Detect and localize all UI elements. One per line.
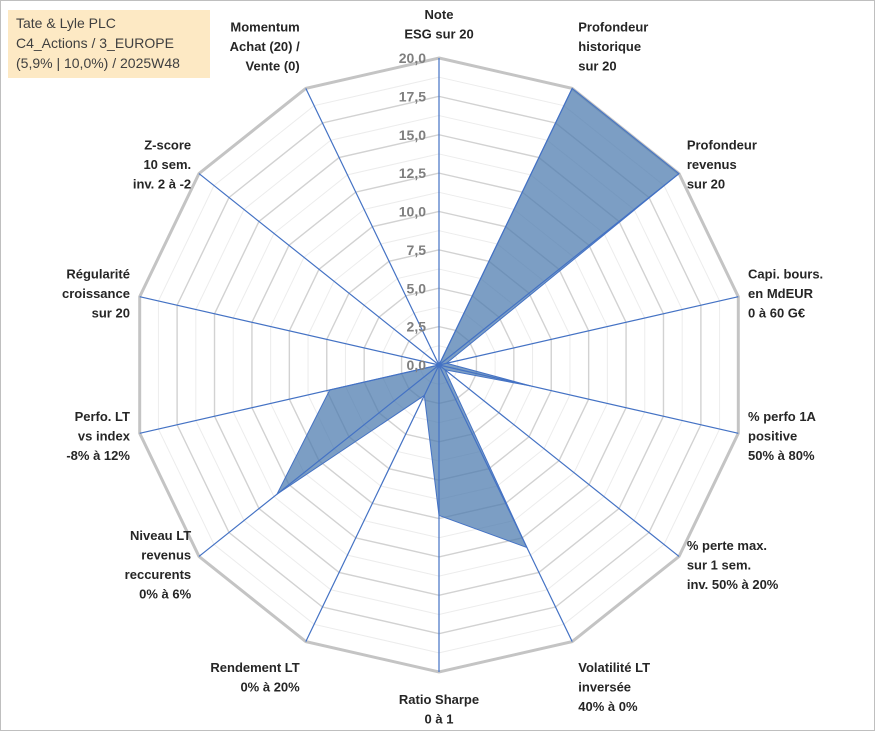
radar-spokes (139, 58, 739, 672)
tick-label: 2,5 (407, 319, 427, 335)
axis-spoke (198, 173, 440, 366)
category-label-line: croissance (62, 286, 130, 301)
series-area (275, 87, 680, 549)
category-label-line: 0% à 20% (240, 680, 300, 695)
category-label: Régularité croissance sur 20 (62, 266, 130, 320)
category-label-line: sur 20 (92, 305, 130, 320)
category-label: Volatilité LT inversée 40% à 0% (578, 660, 650, 714)
axis-spoke (305, 364, 440, 642)
category-label-line: inv. 50% à 20% (687, 577, 779, 592)
axis-spoke (438, 364, 739, 434)
category-label-line: Volatilité LT (578, 660, 650, 675)
radar-tick-labels: 0,0 2,5 5,0 7,5 10,0 12,5 15,0 17,5 20,0 (399, 50, 426, 373)
axis-spoke (438, 296, 739, 366)
category-label-line: Capi. bours. (748, 266, 823, 281)
category-label-line: Achat (20) / (230, 39, 300, 54)
category-label-line: Z-score (144, 138, 191, 153)
category-label-line: historique (578, 39, 641, 54)
category-label-line: Régularité (66, 266, 130, 281)
category-label: Z-score 10 sem. inv. 2 à -2 (133, 138, 191, 192)
axis-spoke (438, 364, 680, 557)
category-label-line: % perfo 1A (748, 409, 817, 424)
category-label-line: Perfo. LT (75, 409, 130, 424)
category-label: Profondeur revenus sur 20 (687, 138, 757, 192)
axis-spoke (305, 88, 440, 366)
category-label: Profondeur historique sur 20 (578, 19, 648, 73)
category-label-line: Momentum (230, 19, 299, 34)
category-label-line: 0 à 1 (425, 712, 454, 727)
category-label-line: inversée (578, 680, 631, 695)
category-label-line: revenus (141, 548, 191, 563)
tick-label: 10,0 (399, 204, 426, 220)
category-label-line: en MdEUR (748, 286, 814, 301)
category-label-line: sur 20 (578, 58, 616, 73)
axis-spoke (438, 88, 573, 366)
category-label: Rendement LT 0% à 20% (210, 660, 300, 695)
category-label-line: % perte max. (687, 538, 767, 553)
category-label-line: Profondeur (687, 138, 757, 153)
radar-category-labels: Note ESG sur 20 Profondeur historique sur 20… (62, 7, 823, 727)
tick-label: 17,5 (399, 88, 426, 104)
category-label-line: Ratio Sharpe (399, 692, 479, 707)
tick-label: 5,0 (407, 280, 427, 296)
tick-label: 12,5 (399, 165, 426, 181)
category-label-line: positive (748, 429, 797, 444)
axis-spoke (139, 364, 440, 434)
category-label-line: Rendement LT (210, 660, 299, 675)
category-label: % perte max. sur 1 sem. inv. 50% à 20% (687, 538, 779, 592)
category-label: Note ESG sur 20 (404, 7, 473, 42)
axis-spoke (438, 173, 680, 366)
category-label: Ratio Sharpe 0 à 1 (399, 692, 479, 727)
category-label-line: -8% à 12% (66, 448, 130, 463)
axis-spoke (198, 364, 440, 557)
axis-spoke (438, 364, 573, 642)
axis-spoke (139, 296, 440, 366)
category-label-line: 0% à 6% (139, 587, 191, 602)
tick-label: 7,5 (407, 242, 427, 258)
category-label: % perfo 1A positive 50% à 80% (748, 409, 817, 463)
period-info: (5,9% | 10,0%) / 2025W48 (16, 55, 180, 71)
category-label-line: vs index (78, 429, 131, 444)
category-label-line: Note (425, 7, 454, 22)
category-label-line: 40% à 0% (578, 699, 638, 714)
tick-label: 20,0 (399, 50, 426, 66)
category-label-line: sur 1 sem. (687, 557, 751, 572)
tick-label: 15,0 (399, 127, 426, 143)
category-label: Perfo. LT vs index -8% à 12% (66, 409, 130, 463)
category-label: Niveau LT revenus reccurents 0% à 6% (125, 528, 192, 602)
tick-label: 0,0 (407, 357, 427, 373)
category-label-line: reccurents (125, 567, 191, 582)
category-label-line: Niveau LT (130, 528, 191, 543)
category-label-line: sur 20 (687, 177, 725, 192)
category-label-line: 50% à 80% (748, 448, 815, 463)
category-label: Momentum Achat (20) / Vente (0) (230, 19, 300, 73)
portfolio-category: C4_Actions / 3_EUROPE (16, 35, 174, 51)
category-label-line: ESG sur 20 (404, 27, 473, 42)
chart-header: Tate & Lyle PLC C4_Actions / 3_EUROPE (5… (8, 10, 210, 78)
radar-series (275, 87, 680, 549)
category-label-line: 0 à 60 G€ (748, 305, 805, 320)
company-name: Tate & Lyle PLC (16, 15, 116, 31)
category-label-line: Profondeur (578, 19, 648, 34)
category-label-line: Vente (0) (246, 58, 300, 73)
category-label-line: revenus (687, 157, 737, 172)
category-label-line: inv. 2 à -2 (133, 177, 191, 192)
category-label-line: 10 sem. (143, 157, 191, 172)
category-label: Capi. bours. en MdEUR 0 à 60 G€ (748, 266, 823, 320)
